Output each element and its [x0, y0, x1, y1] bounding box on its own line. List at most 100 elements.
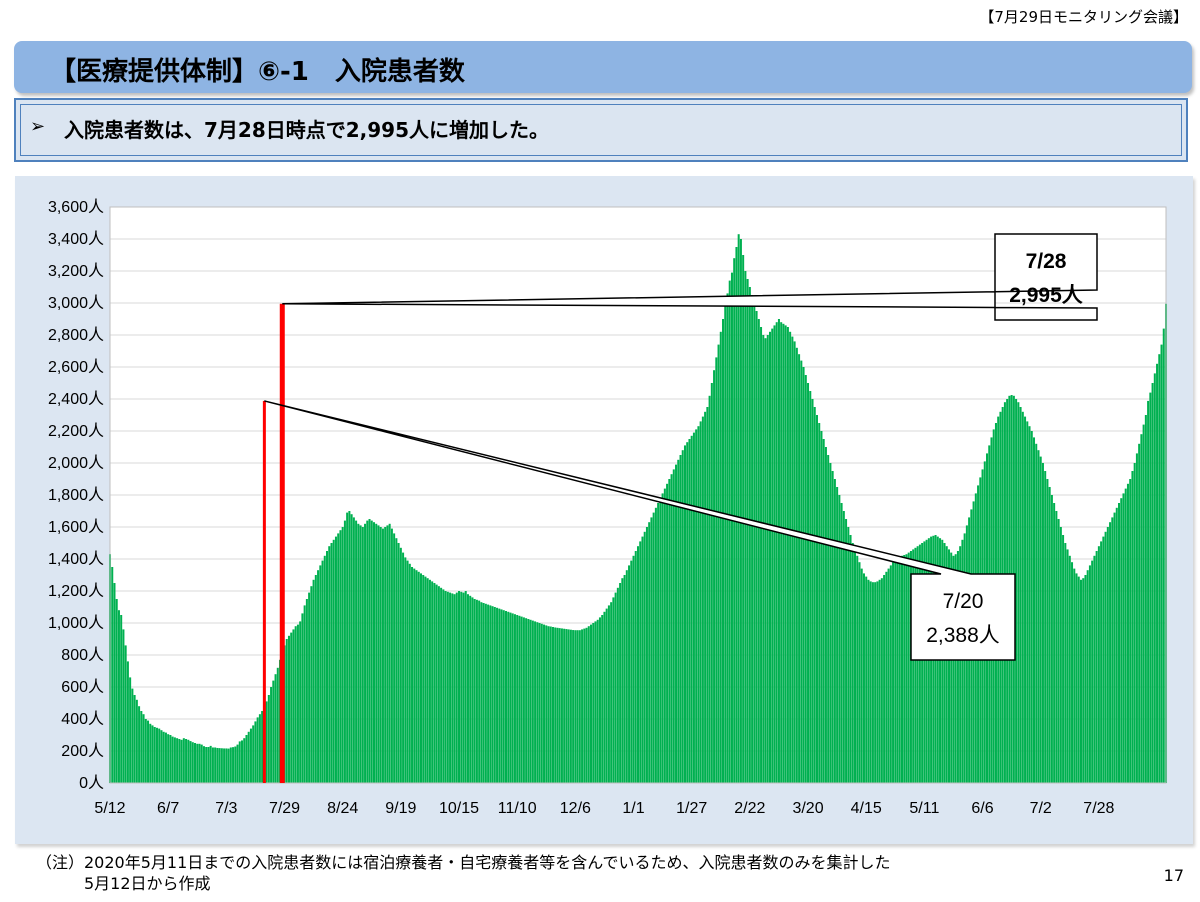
data-bar: [1097, 546, 1100, 783]
data-bar: [1053, 503, 1056, 783]
annotation-layer: 7/28 2,995人 7/20 2,388人: [262, 233, 1098, 783]
data-bar: [232, 747, 235, 783]
data-bar: [1102, 536, 1105, 783]
data-bar: [1142, 424, 1145, 783]
x-tick-label: 5/11: [909, 800, 939, 817]
data-bar: [827, 455, 830, 783]
data-bar: [126, 661, 129, 783]
data-bar: [337, 533, 340, 783]
data-bar: [435, 584, 438, 783]
data-bar: [158, 728, 161, 783]
y-tick-label: 400人: [61, 710, 104, 728]
data-bar: [956, 551, 959, 783]
data-bar: [442, 589, 445, 783]
data-bar: [428, 579, 431, 783]
data-bar: [777, 319, 780, 783]
data-bar: [574, 630, 577, 783]
data-bar: [368, 519, 371, 783]
data-bar: [493, 607, 496, 783]
data-bar: [162, 731, 165, 783]
data-bar: [182, 738, 185, 783]
data-bar: [1075, 573, 1078, 783]
data-bar: [216, 747, 219, 783]
data-bar: [402, 552, 405, 783]
y-tick-label: 3,200人: [48, 262, 104, 280]
data-bar: [793, 341, 796, 783]
data-bar: [433, 583, 436, 783]
data-bar: [916, 546, 919, 783]
x-tick-label: 6/7: [157, 800, 179, 817]
y-tick-label: 2,400人: [48, 390, 104, 408]
data-bar: [558, 628, 561, 783]
data-bar: [773, 325, 776, 783]
data-bar: [138, 706, 141, 783]
data-bar: [276, 667, 279, 783]
data-bar: [482, 603, 485, 783]
data-bar: [858, 562, 861, 783]
data-bar: [265, 701, 268, 783]
data-bar: [612, 597, 615, 783]
plot-border: [109, 206, 1167, 784]
x-tick-label: 8/24: [327, 800, 358, 817]
data-bar: [710, 383, 713, 783]
data-bar: [133, 695, 136, 783]
data-bar: [616, 587, 619, 783]
callout-box-0728: [282, 233, 1098, 321]
axis-layer: 0人 200人 400人 600人 800人 1,000人 1,200人 1,400人 1,60…: [48, 198, 1167, 817]
data-bar: [912, 549, 915, 783]
footnote: （注）2020年5月11日までの入院患者数には宿泊療養者・自宅療養者等を含んでい…: [36, 852, 890, 894]
data-bar: [885, 571, 888, 783]
data-bar: [1126, 483, 1129, 783]
x-tick-label: 10/15: [439, 800, 479, 817]
data-bar: [1084, 575, 1087, 783]
data-bar: [654, 507, 657, 783]
data-bar: [686, 442, 689, 783]
data-bar: [845, 519, 848, 783]
data-bar: [261, 711, 264, 783]
data-bar: [1057, 519, 1060, 783]
data-bar: [299, 621, 302, 783]
data-bar: [1106, 527, 1109, 783]
data-bar: [147, 720, 150, 783]
data-bar: [1158, 354, 1161, 783]
data-bar: [176, 738, 179, 783]
x-tick-label: 1/1: [622, 800, 644, 817]
data-bar: [339, 530, 342, 783]
data-bar: [876, 581, 879, 783]
data-bar: [590, 624, 593, 783]
data-bar: [831, 471, 834, 783]
data-bar: [167, 734, 170, 783]
data-bar: [704, 411, 707, 783]
data-bar: [348, 511, 351, 783]
data-bar: [460, 591, 463, 783]
data-bar: [520, 616, 523, 783]
data-bar: [1138, 443, 1141, 783]
data-bar: [155, 727, 158, 783]
data-bar: [824, 447, 827, 783]
data-bar: [469, 595, 472, 783]
data-bar: [350, 514, 353, 783]
data-bar: [746, 279, 749, 783]
data-bar: [1129, 479, 1132, 783]
data-bar: [594, 621, 597, 783]
data-bar: [522, 617, 525, 783]
data-bar: [1055, 511, 1058, 783]
data-bar: [397, 543, 400, 783]
data-bar: [862, 573, 865, 783]
data-bar: [308, 592, 311, 783]
data-bar: [780, 322, 783, 783]
data-bar: [419, 573, 422, 783]
data-bar: [312, 579, 315, 783]
data-bar: [319, 565, 322, 783]
data-bar: [755, 311, 758, 783]
data-bar: [587, 626, 590, 783]
data-bar: [379, 527, 382, 783]
data-bar: [914, 547, 917, 783]
data-bar: [1109, 522, 1112, 783]
data-bar: [1068, 555, 1071, 783]
data-bar: [563, 628, 566, 783]
data-bar: [1015, 399, 1018, 783]
data-bar: [581, 629, 584, 783]
data-bar: [144, 719, 147, 783]
data-bar: [1156, 363, 1159, 783]
